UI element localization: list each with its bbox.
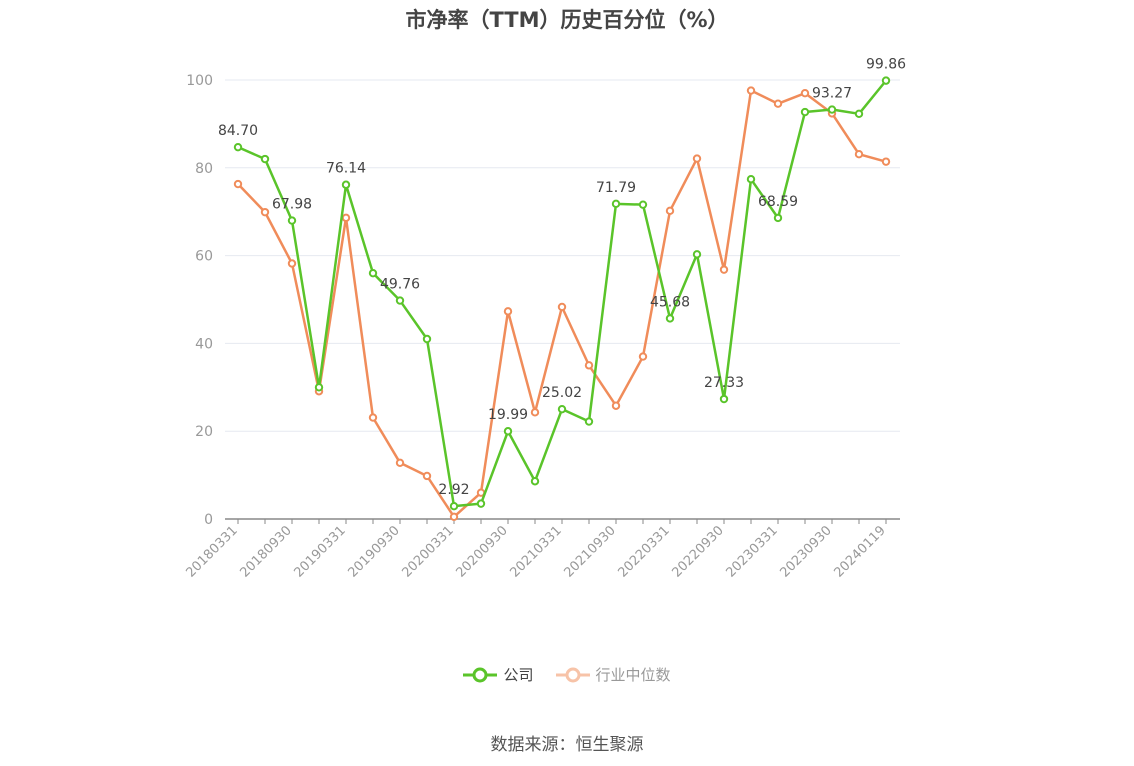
- data-point-industry-median: [611, 401, 621, 410]
- data-point-company: [449, 501, 459, 511]
- x-tick-label: 20180930: [237, 523, 294, 580]
- data-point-company: [827, 105, 837, 114]
- data-point-industry-median: [449, 512, 459, 522]
- series-layer: [233, 76, 891, 522]
- x-tick-label: 20240119: [831, 523, 888, 580]
- legend-item-industry-median[interactable]: 行业中位数: [555, 664, 671, 685]
- data-point-company: [665, 314, 675, 323]
- x-tick-label: 20220930: [669, 523, 726, 580]
- data-point-company: [260, 154, 270, 164]
- data-point-industry-median: [368, 413, 378, 422]
- data-point-company: [800, 107, 810, 117]
- data-point-company: [692, 250, 702, 259]
- data-point-company: [611, 199, 621, 209]
- data-point-industry-median: [503, 307, 513, 316]
- y-tick-label: 0: [204, 512, 213, 528]
- source-note: 数据来源：恒生聚源: [490, 735, 644, 755]
- legend-label-company: 公司: [503, 666, 534, 684]
- data-label: 25.02: [542, 385, 582, 401]
- data-label: 2.92: [438, 482, 469, 498]
- data-point-industry-median: [773, 99, 783, 108]
- data-point-company: [476, 499, 486, 508]
- data-point-industry-median: [692, 154, 702, 163]
- data-point-industry-median: [665, 206, 675, 216]
- x-tick-label: 20210331: [507, 523, 564, 580]
- data-label: 67.98: [272, 197, 312, 213]
- data-label: 71.79: [596, 180, 636, 196]
- data-label: 93.27: [812, 86, 852, 102]
- data-point-industry-median: [584, 361, 594, 370]
- x-tick-label: 20210930: [561, 523, 618, 580]
- data-point-company: [530, 477, 540, 486]
- data-point-company: [314, 383, 324, 392]
- data-point-company: [854, 109, 864, 119]
- x-tick-label: 20190331: [291, 523, 348, 580]
- data-point-industry-median: [260, 207, 270, 217]
- legend-line-marker-icon: [463, 667, 498, 682]
- data-point-industry-median: [395, 458, 405, 468]
- data-point-industry-median: [341, 213, 351, 223]
- data-point-company: [422, 334, 432, 344]
- data-point-company: [584, 417, 594, 426]
- x-tick-label: 20220331: [615, 523, 672, 580]
- data-point-industry-median: [719, 265, 729, 274]
- axis-layer: 0 20 40 60 80 100 2018033120180930201903312019…: [183, 73, 900, 581]
- data-label: 45.68: [650, 294, 690, 310]
- y-tick-label: 100: [186, 73, 213, 89]
- legend-line-marker-icon: [555, 667, 590, 682]
- x-tick-label: 20200930: [453, 523, 510, 580]
- x-tick-label: 20230331: [723, 523, 780, 580]
- data-point-company: [287, 216, 297, 225]
- data-point-industry-median: [881, 157, 891, 166]
- data-point-industry-median: [746, 86, 756, 95]
- data-point-industry-median: [638, 352, 648, 361]
- data-point-industry-median: [557, 302, 567, 312]
- data-label: 19.99: [488, 407, 528, 423]
- data-point-industry-median: [800, 88, 810, 98]
- data-label: 49.76: [380, 277, 420, 293]
- data-label: 27.33: [704, 375, 744, 391]
- y-tick-label: 20: [195, 424, 213, 440]
- data-label-layer: 84.70 67.98 76.14 49.76 2.92 19.99 25.02 71.79 4…: [218, 57, 906, 499]
- data-point-industry-median: [422, 471, 432, 481]
- y-tick-label: 60: [195, 249, 213, 265]
- data-point-industry-median: [530, 408, 540, 417]
- data-point-company: [557, 404, 567, 414]
- y-tick-label: 40: [195, 336, 213, 352]
- data-point-company: [503, 427, 513, 436]
- legend-label-industry-median: 行业中位数: [595, 666, 671, 684]
- x-tick-label: 20200331: [399, 523, 456, 580]
- data-point-company: [341, 180, 351, 189]
- data-point-company: [233, 142, 243, 152]
- data-point-company: [881, 76, 891, 85]
- data-point-company: [773, 213, 783, 223]
- data-label: 68.59: [758, 194, 798, 210]
- chart-title: 市净率（TTM）历史百分位（%）: [405, 8, 729, 32]
- x-tick-label: 20190930: [345, 523, 402, 580]
- data-point-company: [638, 200, 648, 209]
- data-label: 84.70: [218, 123, 258, 139]
- y-tick-label: 80: [195, 161, 213, 177]
- data-point-industry-median: [854, 149, 864, 159]
- data-point-company: [746, 175, 756, 184]
- x-tick-label: 20230930: [777, 523, 834, 580]
- data-point-company: [719, 394, 729, 404]
- x-tick-label: 20180331: [183, 523, 240, 580]
- legend: 公司 行业中位数: [0, 664, 1134, 685]
- data-label: 99.86: [866, 57, 906, 73]
- data-label: 76.14: [326, 161, 366, 177]
- data-point-industry-median: [233, 179, 243, 189]
- data-point-company: [395, 296, 405, 305]
- data-point-company: [368, 268, 378, 278]
- legend-item-company[interactable]: 公司: [463, 664, 534, 685]
- data-point-industry-median: [287, 259, 297, 268]
